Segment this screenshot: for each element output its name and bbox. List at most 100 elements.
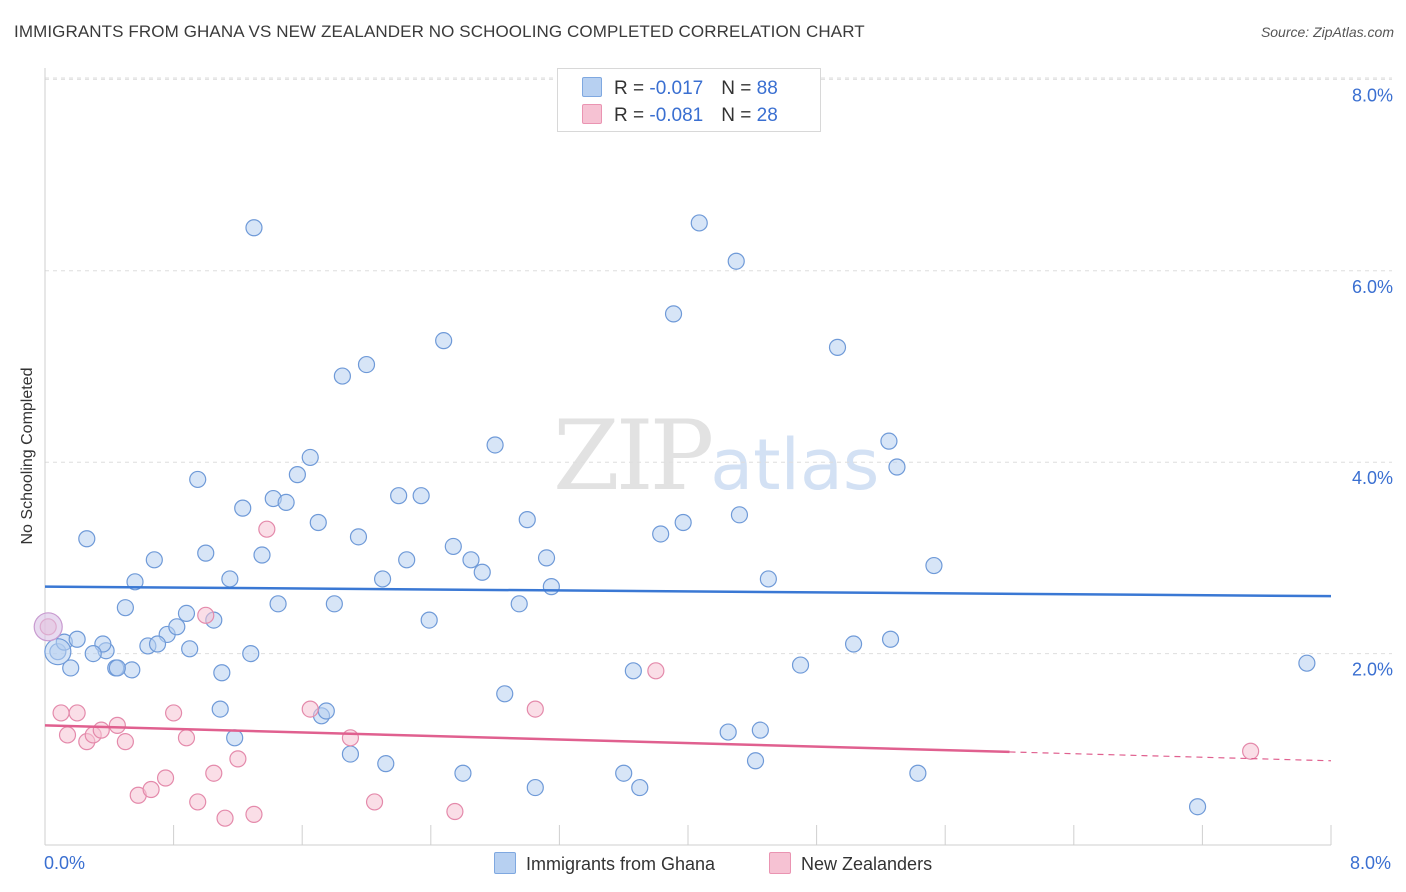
data-point bbox=[543, 579, 559, 595]
data-point bbox=[342, 746, 358, 762]
data-point bbox=[445, 538, 461, 554]
trend-line-ghana bbox=[45, 587, 1331, 597]
data-point bbox=[367, 794, 383, 810]
data-point bbox=[474, 564, 490, 580]
bottom-legend-swatch-pink bbox=[769, 852, 791, 874]
data-point bbox=[497, 686, 513, 702]
data-point bbox=[302, 701, 318, 717]
data-point bbox=[60, 727, 76, 743]
data-point bbox=[728, 253, 744, 269]
bottom-legend-nz: New Zealanders bbox=[769, 852, 932, 876]
data-point bbox=[246, 806, 262, 822]
data-point bbox=[1299, 655, 1315, 671]
data-point bbox=[326, 596, 342, 612]
y-tick-labels: 2.0% 4.0% 6.0% 8.0% bbox=[1352, 85, 1393, 679]
legend-row-nz: R = -0.081 N = 28 bbox=[582, 104, 778, 126]
trend-line-nz-extension bbox=[1010, 752, 1332, 761]
data-point bbox=[731, 507, 747, 523]
data-point bbox=[227, 730, 243, 746]
data-point bbox=[413, 488, 429, 504]
data-point-large bbox=[34, 613, 62, 641]
data-point bbox=[243, 646, 259, 662]
data-point bbox=[146, 552, 162, 568]
data-point bbox=[79, 531, 95, 547]
data-point bbox=[53, 705, 69, 721]
data-point bbox=[455, 765, 471, 781]
data-point bbox=[436, 333, 452, 349]
grid-lines bbox=[45, 78, 1392, 654]
data-point bbox=[910, 765, 926, 781]
legend-r-label-2: R = bbox=[614, 105, 649, 126]
data-point bbox=[158, 770, 174, 786]
data-point bbox=[69, 631, 85, 647]
data-point bbox=[93, 722, 109, 738]
legend-n-value-2: 28 bbox=[757, 105, 778, 126]
data-point bbox=[214, 665, 230, 681]
series-ghana-points bbox=[45, 215, 1315, 815]
data-point bbox=[190, 471, 206, 487]
bottom-legend-swatch-blue bbox=[494, 852, 516, 874]
data-point bbox=[124, 662, 140, 678]
data-point bbox=[178, 605, 194, 621]
data-point bbox=[846, 636, 862, 652]
data-point bbox=[752, 722, 768, 738]
data-point bbox=[85, 646, 101, 662]
data-point bbox=[527, 701, 543, 717]
data-point bbox=[926, 558, 942, 574]
data-point bbox=[720, 724, 736, 740]
data-point bbox=[342, 730, 358, 746]
bottom-legend-label-ghana: Immigrants from Ghana bbox=[526, 854, 715, 874]
data-point bbox=[69, 705, 85, 721]
data-point bbox=[206, 765, 222, 781]
data-point bbox=[302, 449, 318, 465]
data-point bbox=[691, 215, 707, 231]
data-point bbox=[182, 641, 198, 657]
legend-r-value-1: -0.017 bbox=[649, 78, 703, 99]
data-point bbox=[1243, 743, 1259, 759]
data-point bbox=[246, 220, 262, 236]
data-point bbox=[632, 780, 648, 796]
data-point bbox=[421, 612, 437, 628]
legend-r-label-1: R = bbox=[614, 78, 649, 99]
data-point bbox=[150, 636, 166, 652]
y-tick-label: 8.0% bbox=[1352, 85, 1393, 105]
legend-swatch-pink bbox=[582, 104, 602, 124]
data-point bbox=[625, 663, 641, 679]
data-point bbox=[198, 545, 214, 561]
data-point bbox=[259, 521, 275, 537]
data-point bbox=[166, 705, 182, 721]
legend-r-value-2: -0.081 bbox=[649, 105, 703, 126]
data-point bbox=[881, 433, 897, 449]
data-point bbox=[169, 619, 185, 635]
y-axis-label-text: No Schooling Completed bbox=[19, 368, 37, 545]
y-tick-label: 4.0% bbox=[1352, 468, 1393, 488]
bottom-legend-label-nz: New Zealanders bbox=[801, 854, 932, 874]
data-point bbox=[463, 552, 479, 568]
data-point bbox=[883, 631, 899, 647]
data-point bbox=[375, 571, 391, 587]
data-point bbox=[117, 600, 133, 616]
data-point bbox=[616, 765, 632, 781]
data-point bbox=[212, 701, 228, 717]
y-tick-label: 2.0% bbox=[1352, 660, 1393, 680]
bottom-legend-ghana: Immigrants from Ghana bbox=[494, 852, 715, 876]
data-point bbox=[793, 657, 809, 673]
legend-swatch-blue bbox=[582, 77, 602, 97]
data-point bbox=[270, 596, 286, 612]
data-point bbox=[109, 660, 125, 676]
data-point bbox=[217, 810, 233, 826]
data-point bbox=[889, 459, 905, 475]
data-point bbox=[748, 753, 764, 769]
data-point bbox=[222, 571, 238, 587]
data-point bbox=[289, 467, 305, 483]
data-point bbox=[653, 526, 669, 542]
y-tick-label: 6.0% bbox=[1352, 277, 1393, 297]
data-point bbox=[391, 488, 407, 504]
legend-row-ghana: R = -0.017 N = 88 bbox=[582, 77, 778, 99]
data-point bbox=[109, 717, 125, 733]
data-point bbox=[760, 571, 776, 587]
data-point bbox=[648, 663, 664, 679]
data-point bbox=[318, 703, 334, 719]
data-point bbox=[539, 550, 555, 566]
data-point bbox=[230, 751, 246, 767]
